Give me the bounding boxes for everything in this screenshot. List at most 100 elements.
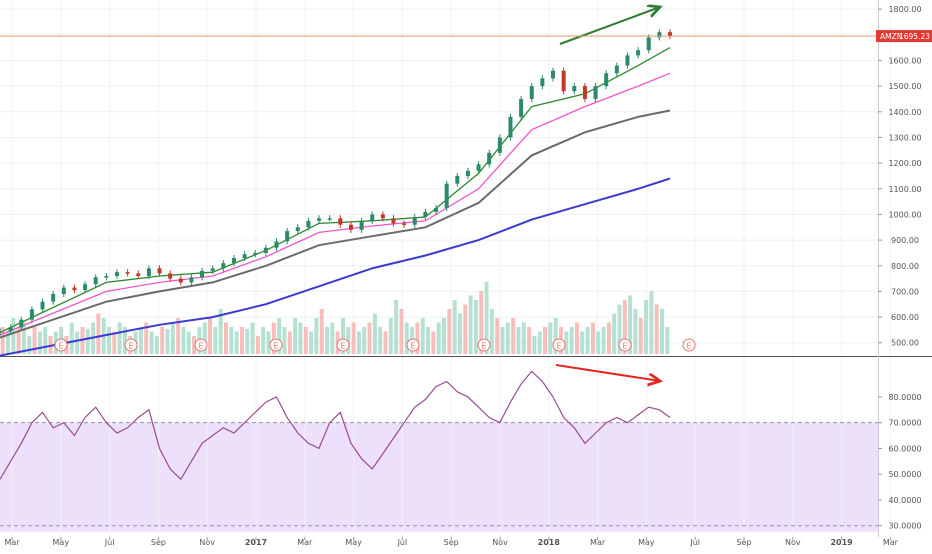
time-x-axis: Mar May Jul Sep Nov 2017 Mar May Jul Sep Nov 2018 Ma…	[4, 537, 899, 547]
volume-bar	[250, 322, 255, 354]
candle-body	[136, 273, 141, 277]
time-tick-label: Sep	[736, 538, 751, 547]
candle-body	[348, 224, 353, 230]
candle-body	[72, 287, 77, 291]
candle-body	[8, 327, 13, 332]
volume-bar	[266, 331, 271, 354]
candle-body	[0, 331, 2, 333]
volume-bar	[394, 300, 399, 354]
candle-body	[104, 276, 109, 278]
volume-bar	[303, 327, 308, 354]
candle-body	[146, 268, 151, 277]
volume-bar	[660, 309, 665, 354]
time-tick-label: Nov	[785, 538, 801, 547]
volume-bar	[346, 327, 351, 354]
time-tick-label: Mar	[883, 538, 899, 547]
volume-bar	[325, 327, 330, 354]
candle-body	[51, 293, 56, 302]
time-tick-label: May	[53, 538, 70, 547]
earnings-marker	[406, 338, 420, 352]
volume-bar	[138, 327, 143, 354]
volume-bar	[447, 309, 452, 354]
candle-body	[497, 137, 502, 153]
volume-bar	[287, 331, 292, 354]
candle-body	[29, 309, 34, 320]
candle-body	[295, 227, 300, 232]
rsi-tick-label: 40.0000	[888, 496, 921, 505]
candle-body	[19, 319, 24, 328]
candle-body	[168, 273, 173, 279]
price-tick-label: 900.00	[891, 236, 919, 245]
volume-bar	[585, 327, 590, 354]
volume-bar	[340, 318, 345, 354]
time-tick-label: 2017	[245, 538, 267, 547]
moving-average-line	[0, 47, 671, 334]
earnings-marker	[124, 338, 138, 352]
earnings-marker	[682, 338, 696, 352]
volume-bar	[149, 331, 154, 354]
last-price-label: 1695.23	[899, 32, 930, 41]
candle-body	[487, 152, 492, 165]
volume-bar	[436, 322, 441, 354]
earnings-marker-label: E	[198, 342, 203, 351]
candle-body	[551, 70, 556, 79]
rsi-tick-label: 60.0000	[888, 444, 921, 453]
candle-body	[359, 220, 364, 230]
candle-body	[625, 55, 630, 66]
volume-bar	[356, 331, 361, 354]
earnings-marker	[194, 338, 208, 352]
trend-annotations	[555, 7, 660, 381]
candle-body	[423, 211, 428, 217]
volume-bar	[362, 327, 367, 354]
time-tick-label: May	[638, 538, 655, 547]
time-tick-label: Mar	[590, 538, 606, 547]
volume-bar	[638, 318, 643, 354]
volume-bar	[569, 327, 574, 354]
volume-bar	[633, 309, 638, 354]
volume-bar	[85, 328, 90, 354]
volume-bar	[255, 336, 260, 354]
volume-bar	[537, 331, 542, 354]
time-tick-label: Jul	[689, 538, 700, 547]
volume-bar	[463, 304, 468, 354]
volume-bar	[165, 328, 170, 354]
time-tick-label: Nov	[492, 538, 508, 547]
candle-body	[412, 216, 417, 225]
volume-bar	[245, 328, 250, 354]
candle-body	[93, 277, 98, 285]
volume-bar	[473, 300, 478, 354]
earnings-marker-label: E	[410, 342, 415, 351]
earnings-marker	[54, 338, 68, 352]
volume-bar	[277, 318, 282, 354]
volume-bar	[122, 327, 127, 354]
volume-bar	[388, 318, 393, 354]
volume-bar	[654, 304, 659, 354]
candle-body	[614, 65, 619, 74]
volume-bar	[383, 331, 388, 354]
volume-bar	[617, 304, 622, 354]
volume-bar	[378, 327, 383, 354]
volume-bar	[431, 331, 436, 354]
candle-body	[221, 263, 226, 269]
volume-bar	[649, 291, 654, 354]
volume-bar	[208, 318, 213, 354]
candle-body	[83, 284, 88, 291]
volume-bar	[154, 336, 159, 354]
candle-body	[178, 278, 183, 283]
volume-bar	[511, 318, 516, 354]
volume-bar	[5, 331, 10, 354]
earnings-marker-label: E	[273, 342, 278, 351]
rsi-y-axis: 30.0000 40.0000 50.0000 60.0000 70.0000 80.00…	[878, 393, 922, 531]
candle-body	[604, 73, 609, 87]
candle-body	[306, 220, 311, 228]
time-tick-label: 2018	[538, 538, 561, 547]
moving-average-line	[0, 72, 671, 336]
time-tick-label: Jul	[104, 538, 115, 547]
earnings-marker-label: E	[58, 342, 63, 351]
price-tick-label: 500.00	[891, 339, 919, 348]
candle-body	[253, 252, 258, 255]
price-tick-label: 600.00	[891, 313, 919, 322]
volume-bar	[500, 327, 505, 354]
